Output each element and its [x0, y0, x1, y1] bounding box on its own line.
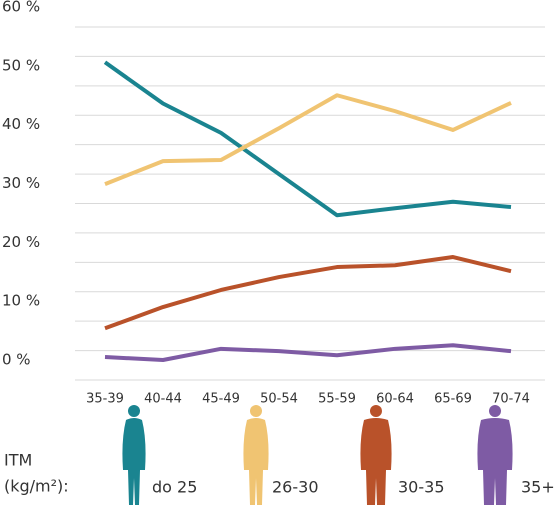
legend-icon: [243, 418, 269, 505]
legend-icon: [477, 418, 513, 505]
legend-title: ITM: [4, 451, 32, 470]
x-tick-label: 45-49: [202, 392, 240, 407]
legend-icon: [122, 418, 146, 505]
legend-icon-head: [250, 405, 262, 417]
line: [104, 93, 512, 186]
legend-label: 30-35: [398, 478, 445, 497]
line: [104, 343, 512, 362]
x-tick-label: 40-44: [144, 392, 182, 407]
y-tick-label: 40 %: [2, 115, 40, 133]
x-tick-label: 60-64: [376, 392, 414, 407]
legend-item: 30-35: [360, 405, 445, 505]
y-tick-label: 20 %: [2, 233, 40, 251]
x-tick-label: 70-74: [492, 392, 530, 407]
x-tick-label: 50-54: [260, 392, 298, 407]
y-tick-label: 0 %: [2, 351, 31, 369]
legend-icon-head: [370, 405, 382, 417]
x-tick-label: 65-69: [434, 392, 472, 407]
y-tick-label: 10 %: [2, 292, 40, 310]
line: [104, 255, 512, 331]
y-tick-label: 60 %: [2, 0, 40, 16]
x-tick-label: 35-39: [86, 392, 124, 407]
legend-item: 35+: [477, 405, 555, 505]
legend-title: (kg/m²):: [4, 477, 69, 496]
legend-item: 26-30: [243, 405, 319, 505]
legend-icon-head: [489, 405, 501, 417]
legend-label: do 25: [152, 478, 197, 497]
legend-label: 26-30: [272, 478, 319, 497]
legend-icon-head: [128, 405, 140, 417]
y-tick-label: 30 %: [2, 174, 40, 192]
legend-item: do 25: [122, 405, 197, 505]
y-tick-label: 50 %: [2, 56, 40, 74]
legend-label: 35+: [521, 478, 555, 497]
x-tick-label: 55-59: [318, 392, 356, 407]
line: [103, 60, 512, 218]
legend-icon: [360, 418, 392, 505]
